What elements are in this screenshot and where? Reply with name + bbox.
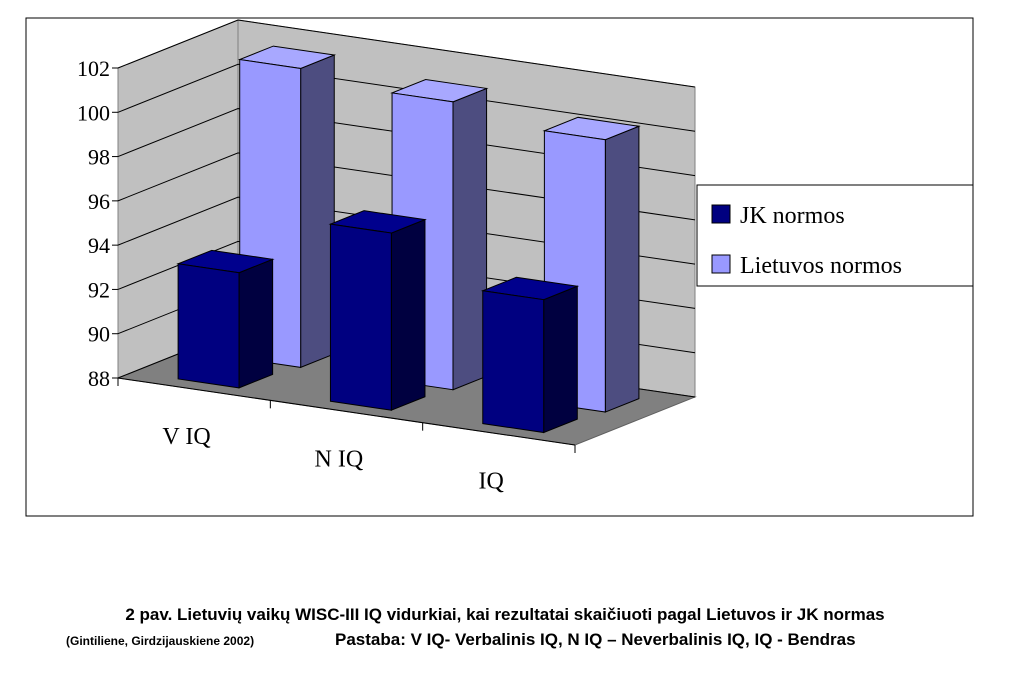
legend-swatch — [711, 254, 731, 274]
x-tick-label: V IQ — [162, 424, 210, 450]
y-tick-label: 98 — [88, 145, 110, 170]
y-tick-label: 88 — [88, 366, 110, 391]
grid-line — [117, 108, 696, 177]
y-tick-label: 92 — [88, 277, 110, 302]
bar — [329, 223, 392, 411]
legend-label: JK normos — [740, 203, 845, 229]
bar-side — [452, 87, 488, 391]
bar — [482, 290, 545, 434]
bar — [177, 263, 240, 389]
y-tick-label: 90 — [88, 322, 110, 347]
bar-side — [604, 125, 640, 413]
y-tick-label: 94 — [88, 233, 110, 258]
bar-side — [390, 218, 426, 411]
bar-side — [543, 285, 578, 434]
caption: 2 pav. Lietuvių vaikų WISC-III IQ vidurk… — [125, 605, 884, 624]
x-tick-label: N IQ — [315, 446, 364, 472]
y-tick-label: 100 — [77, 100, 110, 125]
x-tick-label: IQ — [479, 469, 504, 495]
bar-side — [300, 54, 335, 369]
grid-line — [117, 196, 696, 265]
grid-line — [117, 63, 696, 132]
y-tick-label: 96 — [88, 189, 110, 214]
legend-label: Lietuvos normos — [740, 253, 902, 279]
bar-side — [238, 258, 274, 389]
legend-swatch — [711, 204, 731, 224]
plot-area: 88 90 92 94 96 98 100 102 V IQ N IQ IQ — [77, 19, 697, 495]
note: Pastaba: V IQ- Verbalinis IQ, N IQ – Nev… — [335, 630, 856, 649]
grid-line — [117, 152, 696, 221]
y-tick-label: 102 — [77, 56, 110, 81]
grid-line — [117, 19, 696, 88]
legend-box — [696, 184, 974, 287]
source: (Gintiliene, Girdzijauskiene 2002) — [66, 634, 254, 648]
x-axis — [117, 377, 576, 446]
